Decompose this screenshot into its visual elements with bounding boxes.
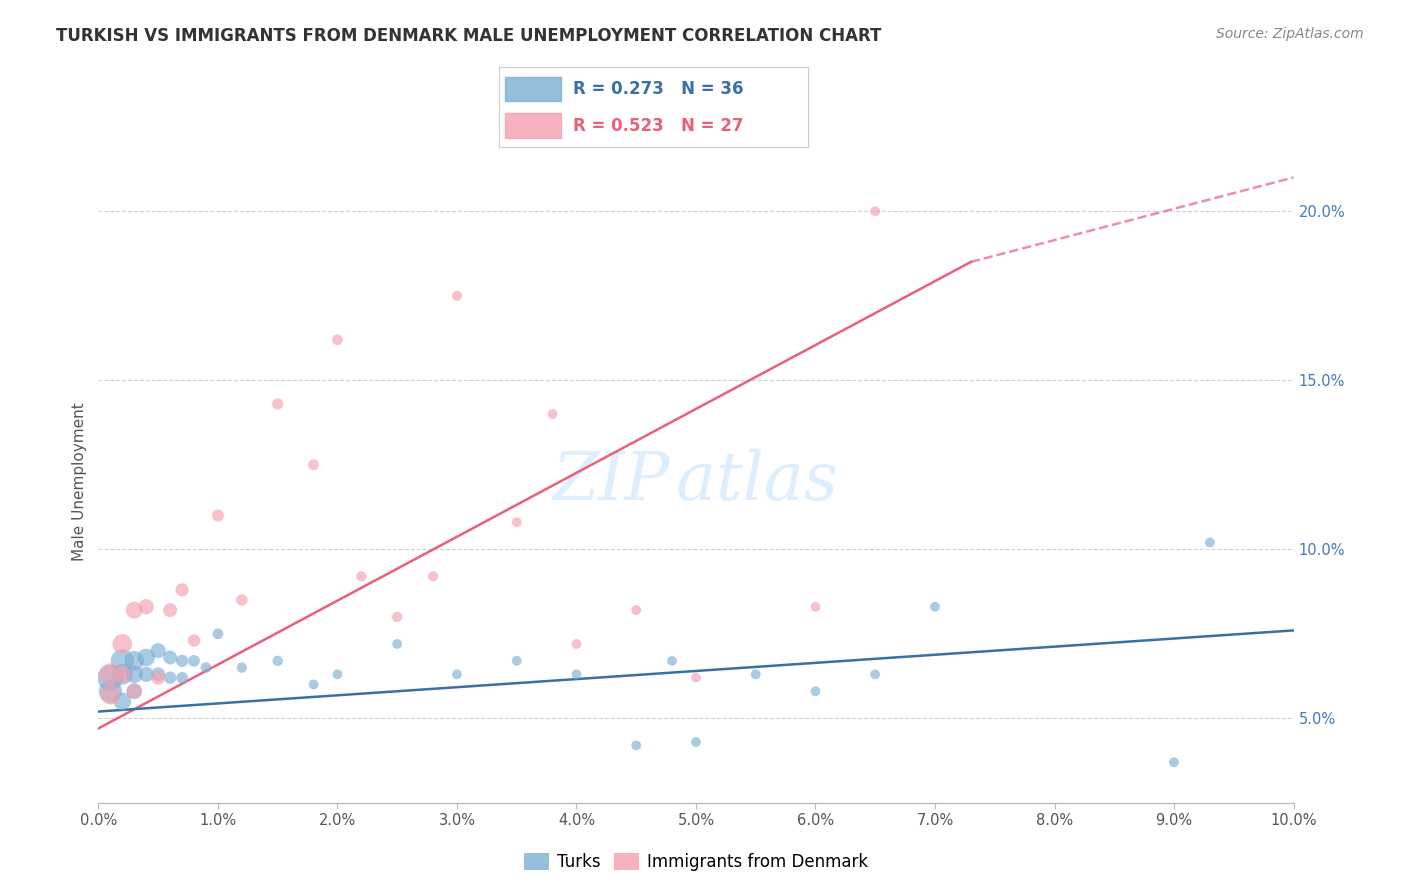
Point: [124, 684, 146, 698]
Point: [804, 684, 827, 698]
Point: [98, 688, 122, 702]
Point: [135, 599, 157, 614]
Point: [98, 671, 122, 685]
Point: [194, 660, 218, 674]
Point: [111, 667, 134, 681]
Point: [302, 677, 325, 691]
Point: [159, 650, 181, 665]
Text: TURKISH VS IMMIGRANTS FROM DENMARK MALE UNEMPLOYMENT CORRELATION CHART: TURKISH VS IMMIGRANTS FROM DENMARK MALE …: [56, 27, 882, 45]
Point: [1163, 756, 1185, 770]
Point: [159, 671, 181, 685]
Point: [111, 694, 134, 708]
Point: [124, 667, 146, 681]
Point: [183, 654, 205, 668]
Point: [446, 667, 468, 681]
Point: [506, 654, 529, 668]
Point: [624, 603, 647, 617]
Point: [183, 633, 205, 648]
Point: [865, 204, 887, 219]
Point: [804, 599, 827, 614]
Legend: Turks, Immigrants from Denmark: Turks, Immigrants from Denmark: [517, 847, 875, 878]
Point: [302, 458, 325, 472]
Text: ZIP atlas: ZIP atlas: [553, 449, 839, 515]
Point: [745, 667, 768, 681]
Point: [124, 654, 146, 668]
Point: [172, 582, 194, 597]
Point: [98, 667, 122, 681]
Point: [541, 407, 564, 421]
Point: [661, 654, 683, 668]
Point: [685, 671, 707, 685]
Point: [172, 671, 194, 685]
Text: R = 0.273   N = 36: R = 0.273 N = 36: [574, 79, 744, 97]
Point: [385, 637, 409, 651]
Point: [111, 667, 134, 681]
Point: [685, 735, 707, 749]
Point: [231, 660, 253, 674]
Point: [111, 637, 134, 651]
Point: [207, 627, 229, 641]
Point: [98, 684, 122, 698]
Bar: [505, 77, 561, 101]
Text: R = 0.523   N = 27: R = 0.523 N = 27: [574, 117, 744, 135]
Point: [135, 667, 157, 681]
Point: [506, 515, 529, 529]
Point: [624, 739, 647, 753]
Bar: [505, 113, 561, 137]
Point: [124, 684, 146, 698]
Point: [148, 667, 170, 681]
Point: [326, 333, 349, 347]
Point: [385, 610, 409, 624]
Point: [326, 667, 349, 681]
Y-axis label: Male Unemployment: Male Unemployment: [72, 402, 87, 561]
Point: [267, 654, 290, 668]
Point: [446, 289, 468, 303]
Point: [159, 603, 181, 617]
Point: [148, 671, 170, 685]
Point: [422, 569, 444, 583]
Point: [172, 654, 194, 668]
Point: [148, 643, 170, 657]
Point: [1198, 535, 1220, 549]
Point: [207, 508, 229, 523]
Point: [267, 397, 290, 411]
Point: [350, 569, 373, 583]
Point: [565, 637, 588, 651]
Point: [231, 593, 253, 607]
Point: [865, 667, 887, 681]
Point: [135, 650, 157, 665]
Point: [924, 599, 946, 614]
Text: Source: ZipAtlas.com: Source: ZipAtlas.com: [1216, 27, 1364, 41]
Point: [111, 654, 134, 668]
Point: [565, 667, 588, 681]
Point: [124, 603, 146, 617]
